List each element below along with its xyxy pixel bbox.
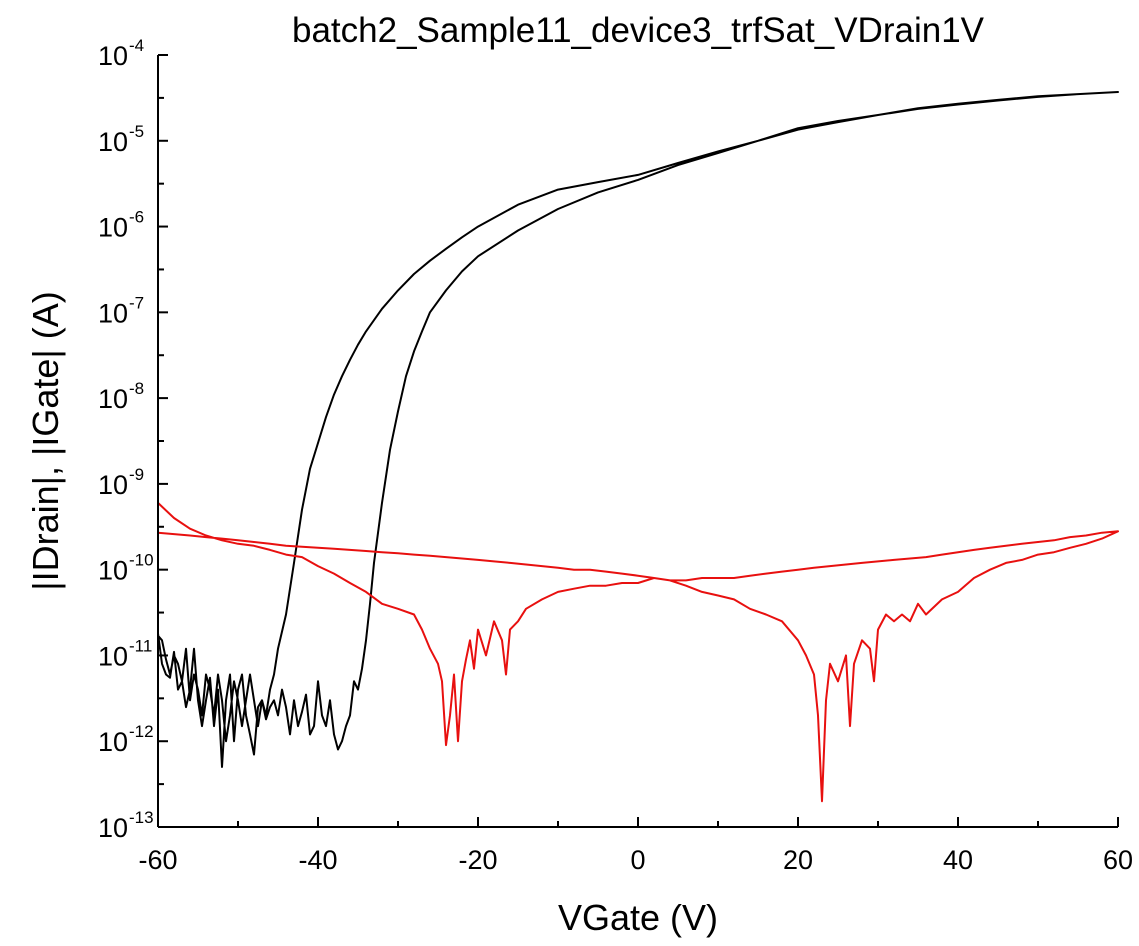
y-tick-label: 10 bbox=[98, 470, 128, 500]
y-tick-label: 10 bbox=[98, 127, 128, 157]
y-tick-exponent: -13 bbox=[129, 808, 154, 827]
y-tick-exponent: -12 bbox=[129, 722, 154, 741]
y-tick-exponent: -8 bbox=[129, 379, 144, 398]
x-tick-label: 60 bbox=[1103, 845, 1133, 875]
x-tick-label: -60 bbox=[138, 845, 177, 875]
chart-title: batch2_Sample11_device3_trfSat_VDrain1V bbox=[292, 11, 985, 50]
x-tick-label: -20 bbox=[458, 845, 497, 875]
y-tick-label: 10 bbox=[98, 213, 128, 243]
y-tick-label: 10 bbox=[98, 556, 128, 586]
y-tick-label: 10 bbox=[98, 813, 128, 843]
y-tick-exponent: -4 bbox=[129, 36, 144, 55]
y-tick-exponent: -7 bbox=[129, 293, 144, 312]
y-ticks: 10-1310-1210-1110-1010-910-810-710-610-5… bbox=[98, 36, 168, 843]
y-tick-label: 10 bbox=[98, 384, 128, 414]
y-tick-label: 10 bbox=[98, 727, 128, 757]
x-ticks: -60 -40 -20 0 20 40 60 bbox=[138, 817, 1133, 875]
plot-series bbox=[157, 91, 1119, 803]
x-axis-label: VGate (V) bbox=[558, 897, 718, 938]
y-tick-exponent: -11 bbox=[129, 636, 152, 655]
y-tick-label: 10 bbox=[98, 641, 128, 671]
series-line-1 bbox=[157, 91, 1119, 768]
y-tick-exponent: -6 bbox=[129, 208, 144, 227]
y-tick-exponent: -9 bbox=[129, 465, 144, 484]
x-tick-label: 20 bbox=[783, 845, 813, 875]
x-tick-label: -40 bbox=[298, 845, 337, 875]
y-tick-exponent: -5 bbox=[129, 122, 144, 141]
y-axis-label: |IDrain|, |IGate| (A) bbox=[25, 291, 66, 590]
x-tick-label: 40 bbox=[943, 845, 973, 875]
series-line-2 bbox=[157, 502, 1119, 803]
y-tick-label: 10 bbox=[98, 298, 128, 328]
x-tick-label: 0 bbox=[630, 845, 645, 875]
y-tick-exponent: -10 bbox=[129, 551, 154, 570]
y-tick-label: 10 bbox=[98, 41, 128, 71]
